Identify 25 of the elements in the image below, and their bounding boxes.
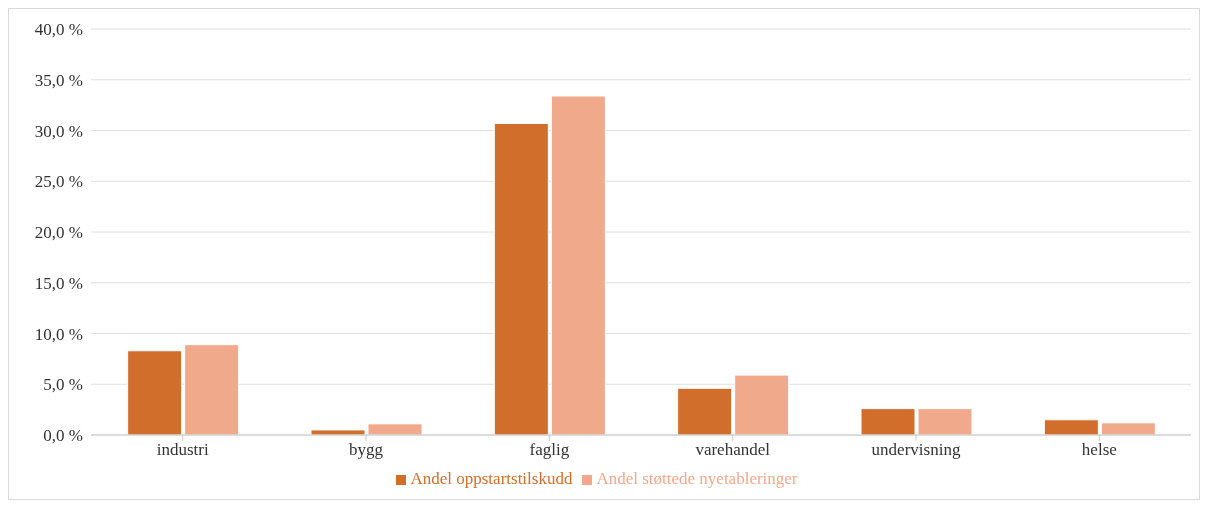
bar <box>677 387 733 435</box>
y-tick-label: 10,0 % <box>34 324 83 344</box>
y-tick-label: 15,0 % <box>34 273 83 293</box>
y-tick-label: 35,0 % <box>34 70 83 90</box>
x-tick-label: helse <box>1081 440 1117 460</box>
bar <box>127 350 183 435</box>
y-tick-label: 30,0 % <box>34 121 83 141</box>
y-tick-label: 25,0 % <box>34 172 83 192</box>
bar <box>184 344 240 435</box>
bar <box>550 95 606 435</box>
bar <box>734 374 790 435</box>
y-tick-label: 5,0 % <box>43 375 83 395</box>
y-tick-label: 40,0 % <box>34 20 83 40</box>
legend-label: Andel oppstartstilskudd <box>410 469 573 488</box>
x-tick-label: faglig <box>529 440 570 460</box>
x-tick-label: varehandel <box>695 440 771 460</box>
x-tick-label: undervisning <box>871 440 961 460</box>
y-tick-label: 20,0 % <box>34 223 83 243</box>
x-tick-label: bygg <box>349 440 384 460</box>
bar <box>1043 419 1099 435</box>
x-tick-label: industri <box>156 440 209 460</box>
bar <box>1100 422 1156 435</box>
bar <box>493 122 549 435</box>
legend-label: Andel støttede nyetableringer <box>596 469 798 488</box>
y-tick-label: 0,0 % <box>43 426 83 446</box>
